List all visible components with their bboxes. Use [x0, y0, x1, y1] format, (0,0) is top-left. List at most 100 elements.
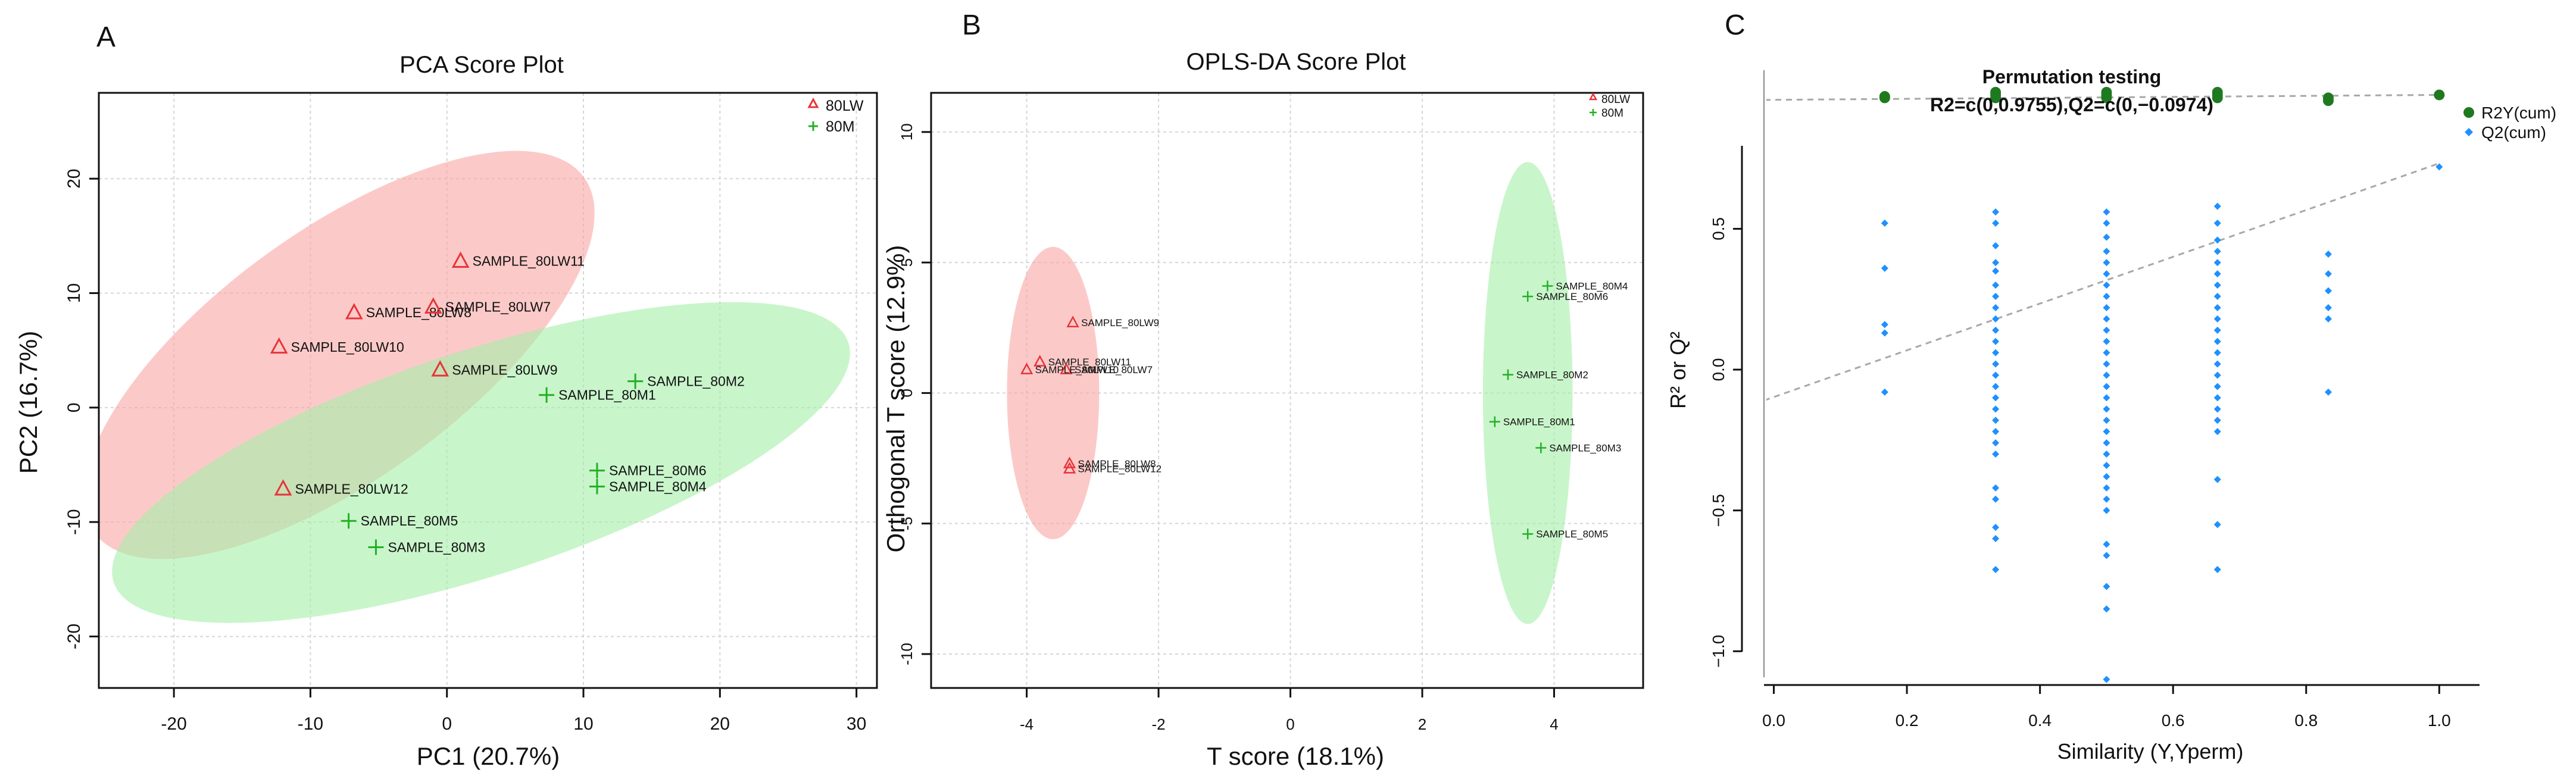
q2-point	[1992, 304, 2000, 311]
panel-a-frame	[98, 92, 878, 689]
panel-b-title: OPLS-DA Score Plot	[1186, 49, 1406, 75]
x-tick-label: 1.0	[2428, 711, 2451, 730]
q2-point	[2103, 383, 2110, 390]
q2-point	[2324, 388, 2332, 396]
point-sample-80lw11	[1033, 355, 1047, 367]
panel-a-x-ticks: -20 -10 0 10 20 30	[161, 688, 866, 734]
x-tick-label: -4	[1020, 715, 1033, 733]
q2-point	[1992, 326, 2000, 334]
q2-point	[2103, 484, 2110, 492]
panel-b: B OPLS-DA Score Plot SAMPLE_80LW9 SAMPLE_…	[882, 10, 1644, 770]
x-tick-label: 0	[442, 714, 452, 734]
q2-point	[1992, 405, 2000, 413]
point-label-sample-80m4: SAMPLE_80M4	[1556, 281, 1628, 292]
q2-point	[1992, 371, 2000, 379]
y-tick-label: 10	[898, 123, 916, 140]
q2-point	[2213, 428, 2221, 436]
q2-point	[1992, 439, 2000, 447]
panel-b-legend-80lw-label: 80LW	[1601, 93, 1630, 106]
q2-point	[2213, 270, 2221, 278]
point-label-sample-80lw8: SAMPLE_80LW8	[366, 305, 472, 320]
q2-point	[2213, 337, 2221, 345]
q2-point	[2213, 220, 2221, 227]
point-label-sample-80lw9: SAMPLE_80LW9	[452, 362, 557, 377]
y-tick-label: -20	[64, 624, 84, 649]
panel-c-legend-r2y-icon	[2463, 107, 2474, 118]
point-label-sample-80m3: SAMPLE_80M3	[1549, 442, 1621, 453]
point-label-sample-80lw7: SAMPLE_80LW7	[1075, 364, 1153, 376]
x-tick-label: 20	[710, 714, 730, 734]
y-tick-label: 10	[64, 283, 84, 303]
q2-point	[2103, 259, 2110, 267]
point-label-sample-80m5: SAMPLE_80M5	[1536, 528, 1608, 540]
panel-a-y-label: PC2 (16.7%)	[14, 331, 42, 474]
q2-point	[2324, 315, 2332, 323]
point-sample-80lw11	[451, 251, 470, 268]
panel-b-legend-80m-icon	[1590, 109, 1597, 116]
point-sample-80lw10	[1020, 362, 1033, 374]
panel-b-x-label: T score (18.1%)	[1207, 742, 1384, 770]
q2-point	[2103, 304, 2110, 311]
panel-b-y-ticks: -10 -5 0 5 10	[898, 123, 931, 665]
x-tick-label: -10	[298, 714, 323, 734]
q2-point	[2213, 566, 2221, 574]
q2-point	[2213, 476, 2221, 483]
q2-point	[2103, 270, 2110, 278]
q2-point	[1992, 349, 2000, 356]
panel-c-y-ticks: −1.0 −0.5 0.0 0.5	[1709, 217, 1742, 668]
panel-b-legend-80m-label: 80M	[1601, 107, 1623, 120]
x-tick-label: 4	[1550, 715, 1558, 733]
q2-point	[1992, 383, 2000, 390]
q2-point	[2213, 371, 2221, 379]
q2-point	[2103, 428, 2110, 436]
panel-a-label: A	[96, 21, 115, 53]
q2-point	[2103, 293, 2110, 301]
point-label-sample-80lw11: SAMPLE_80LW11	[473, 254, 585, 269]
point-label-sample-80m1: SAMPLE_80M1	[1503, 417, 1575, 428]
q2-point	[2213, 293, 2221, 301]
q2-point	[1881, 220, 1888, 227]
r2y-point	[1879, 91, 1890, 102]
r2y-point	[2434, 89, 2445, 101]
q2-point	[1992, 360, 2000, 368]
point-sample-80m1	[539, 387, 555, 403]
q2-point	[2324, 287, 2332, 295]
x-tick-label: 2	[1418, 715, 1426, 733]
q2-point	[1881, 329, 1888, 337]
point-label-sample-80lw10: SAMPLE_80LW10	[291, 339, 404, 355]
ellipse-80lw	[1007, 246, 1100, 539]
panel-a-title: PCA Score Plot	[399, 52, 564, 78]
panel-b-label: B	[962, 10, 981, 41]
point-sample-80m6	[589, 462, 605, 478]
q2-point	[2103, 281, 2110, 289]
panel-a-ellipses	[99, 151, 850, 623]
y-tick-label: 0	[64, 403, 84, 413]
point-label-sample-80lw10: SAMPLE_80LW10	[1035, 364, 1119, 376]
q2-point	[1992, 337, 2000, 345]
q2-point	[2213, 394, 2221, 402]
q2-point	[2103, 371, 2110, 379]
panel-a-y-ticks: -20 -10 0 10 20	[64, 169, 99, 649]
q2-point	[1881, 321, 1888, 329]
q2-point	[2324, 270, 2332, 278]
point-label-sample-80lw7: SAMPLE_80LW7	[445, 299, 551, 315]
q2-point	[1992, 428, 2000, 436]
regression-line-q2-cum	[1766, 162, 2440, 401]
point-label-sample-80m5: SAMPLE_80M5	[361, 513, 458, 528]
y-tick-label: 5	[898, 258, 916, 267]
q2-point	[1881, 264, 1888, 272]
point-label-sample-80m3: SAMPLE_80M3	[388, 539, 485, 555]
panel-a: A PCA Score Plot SAMPLE_80LW11SAMPLE_80L…	[14, 21, 878, 770]
point-sample-80m5	[1522, 528, 1534, 540]
q2-point	[2213, 315, 2221, 323]
q2-point	[1992, 220, 2000, 227]
q2-point	[2213, 304, 2221, 311]
q2-point	[1992, 259, 2000, 267]
panel-c: C 0.0 0.2 0.4 0.6 0.8 1.0 −1.0 −0.5 0.0 0.5 Perm…	[1666, 10, 2556, 764]
point-label-sample-80m4: SAMPLE_80M4	[609, 479, 707, 495]
x-tick-label: 0.8	[2294, 711, 2318, 730]
q2-point	[2103, 552, 2110, 559]
q2-point	[1992, 208, 2000, 216]
q2-point	[2103, 360, 2110, 368]
